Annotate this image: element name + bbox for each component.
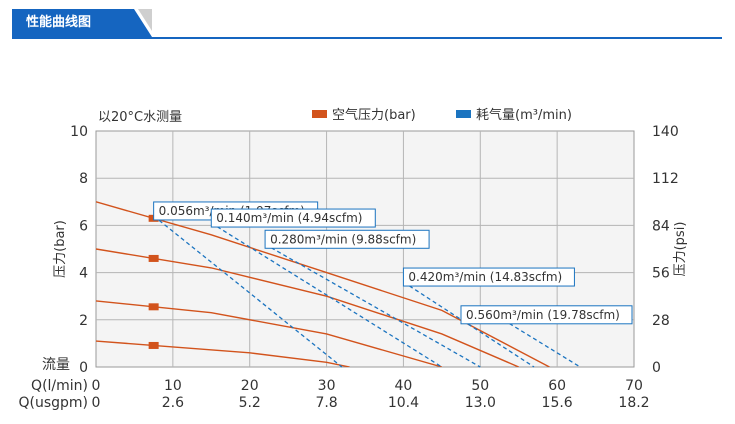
air-consumption-label: 0.140m³/min (4.94scfm) — [216, 211, 362, 225]
x-axis-row-label: Q(l/min) — [31, 378, 88, 394]
y-left-tick-label: 8 — [79, 171, 88, 187]
pressure-marker — [148, 254, 159, 262]
air-consumption-label-box — [264, 229, 430, 249]
legend-label: 空气压力(bar) — [332, 107, 416, 123]
tab-notch-icon — [134, 9, 152, 37]
chart-note: 以20°C水测量 — [98, 110, 182, 125]
pressure-marker — [148, 303, 159, 311]
x-tick-label: 7.8 — [315, 395, 337, 411]
air-consumption-line — [403, 281, 535, 368]
x-tick-label: 40 — [395, 378, 413, 394]
air-consumption-line — [503, 319, 581, 368]
x-tick-label: 70 — [625, 378, 643, 394]
air-consumption-label: 0.280m³/min (9.88scfm) — [270, 232, 416, 246]
x-tick-label: 0 — [92, 395, 101, 411]
air-consumption-line — [210, 222, 443, 368]
section-title-tab: 性能曲线图 — [12, 9, 134, 37]
x-tick-label: 13.0 — [465, 395, 496, 411]
x-tick-label: 5.2 — [239, 395, 261, 411]
x-tick-label: 50 — [471, 378, 489, 394]
air-consumption-label: 0.420m³/min (14.83scfm) — [408, 270, 562, 284]
legend-label: 耗气量(m³/min) — [476, 107, 572, 123]
x-tick-label: 30 — [318, 378, 336, 394]
x-axis-row-label: Q(usgpm) — [18, 395, 88, 411]
y-left-tick-label: 2 — [79, 313, 88, 329]
air-consumption-line — [264, 243, 481, 368]
x-tick-label: 18.2 — [618, 395, 649, 411]
plot-area — [95, 130, 635, 368]
air-consumption-label-box — [210, 208, 376, 228]
y-left-axis-title: 压力(bar) — [53, 220, 68, 278]
section-rule — [12, 37, 722, 39]
x-tick-label: 10 — [164, 378, 182, 394]
section-title: 性能曲线图 — [26, 15, 92, 30]
x-tick-label: 15.6 — [542, 395, 573, 411]
y-right-tick-label: 0 — [652, 360, 661, 376]
y-left-tick-label: 6 — [79, 218, 88, 234]
pressure-curve — [96, 248, 519, 367]
y-right-tick-label: 112 — [652, 171, 679, 187]
x-tick-label: 60 — [548, 378, 566, 394]
pressure-marker — [148, 341, 159, 349]
y-left-tick-label: 4 — [79, 266, 88, 282]
air-consumption-line — [153, 215, 343, 368]
y-right-axis-title: 压力(psi) — [673, 222, 688, 277]
x-tick-label: 0 — [92, 378, 101, 394]
y-left-tick-label: 10 — [70, 124, 88, 140]
air-consumption-label-box — [402, 267, 575, 287]
y-right-tick-label: 140 — [652, 124, 679, 140]
pressure-curve — [96, 340, 350, 367]
y-right-tick-label: 56 — [652, 266, 670, 282]
y-right-tick-label: 28 — [652, 313, 670, 329]
pressure-curve — [96, 201, 550, 367]
x-tick-label: 2.6 — [162, 395, 184, 411]
x-corner-label: 流量 — [42, 357, 70, 373]
air-consumption-label-box — [460, 305, 633, 325]
section-header: 性能曲线图 — [12, 9, 722, 39]
legend-swatch — [456, 110, 471, 118]
y-right-tick-label: 84 — [652, 218, 670, 234]
y-left-tick-label: 0 — [79, 360, 88, 376]
x-tick-label: 10.4 — [388, 395, 419, 411]
legend-swatch — [312, 110, 327, 118]
air-consumption-label: 0.560m³/min (19.78scfm) — [466, 308, 620, 322]
x-tick-label: 20 — [241, 378, 259, 394]
